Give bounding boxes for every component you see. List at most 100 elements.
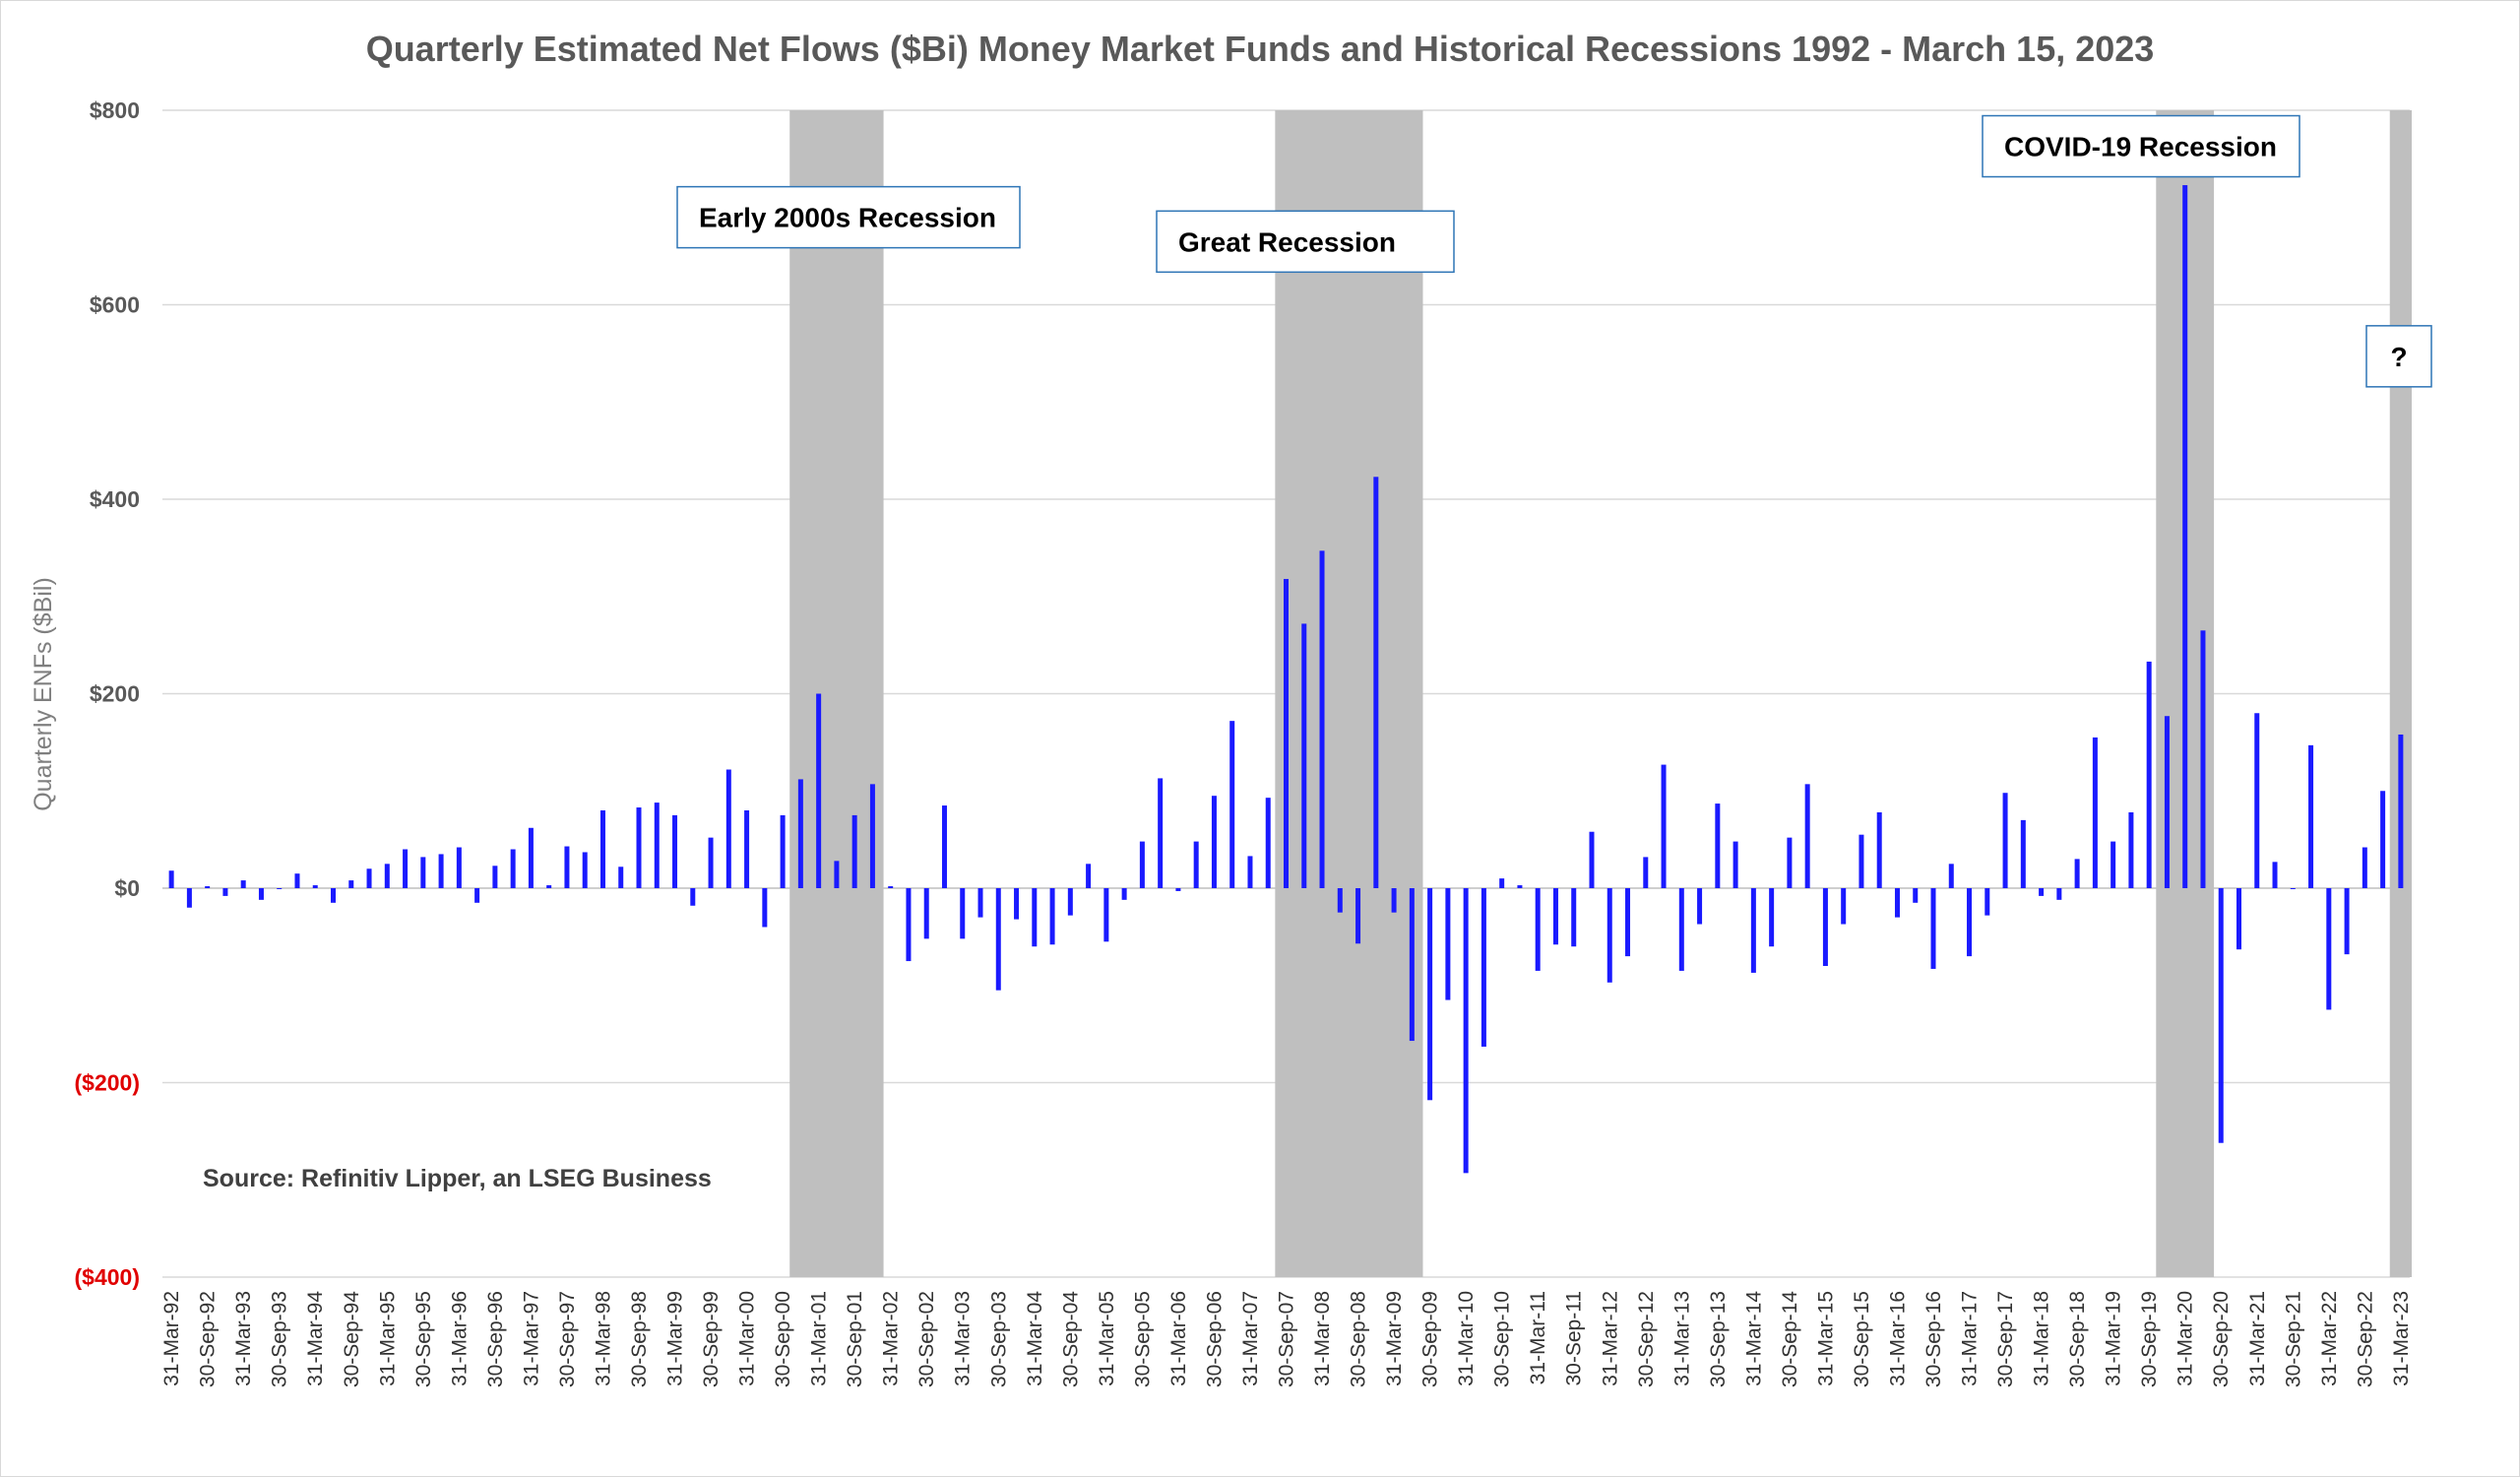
- x-tick-label: 30-Sep-94: [341, 1291, 363, 1387]
- annotations: Early 2000s Recession Great Recession COVI…: [676, 114, 2432, 388]
- bar-31-Dec-10: [1517, 885, 1523, 888]
- x-tick-label: 31-Mar-95: [376, 1291, 399, 1386]
- bar-31-Dec-11: [1589, 831, 1595, 888]
- bar-30-Sep-19: [2146, 661, 2152, 888]
- x-tick-label: 31-Mar-04: [1024, 1291, 1046, 1386]
- x-tick-label: 30-Sep-21: [2282, 1291, 2304, 1387]
- x-tick-label: 30-Sep-98: [628, 1291, 651, 1387]
- annotation-label: Early 2000s Recession: [699, 203, 996, 233]
- x-tick-label: 31-Mar-08: [1311, 1291, 1334, 1386]
- bar-31-Dec-03: [1014, 888, 1020, 920]
- bar-30-Jun-92: [186, 888, 192, 908]
- y-tick-label: ($400): [75, 1264, 140, 1290]
- bar-30-Jun-10: [1480, 888, 1486, 1047]
- bar-31-Dec-20: [2236, 888, 2241, 950]
- bar-30-Jun-19: [2128, 811, 2134, 888]
- bar-31-Mar-01: [816, 693, 822, 888]
- bar-31-Mar-19: [2110, 841, 2116, 888]
- annotation-box: Great Recession: [1156, 210, 1455, 274]
- bar-31-Dec-13: [1732, 841, 1738, 888]
- x-tick-label: 30-Sep-16: [1922, 1291, 1945, 1387]
- bar-31-Mar-92: [168, 870, 174, 888]
- x-tick-label: 31-Mar-05: [1096, 1291, 1118, 1386]
- bar-series: [168, 185, 2404, 1174]
- bar-30-Jun-94: [331, 888, 337, 903]
- bar-31-Dec-09: [1445, 888, 1451, 1000]
- bar-30-Jun-02: [906, 888, 912, 962]
- bar-31-Dec-15: [1876, 811, 1882, 888]
- y-tick-label: $800: [90, 97, 140, 123]
- x-tick-label: 31-Mar-03: [952, 1291, 975, 1386]
- y-tick-label: $400: [90, 486, 140, 512]
- bar-30-Jun-96: [474, 888, 480, 903]
- bar-30-Sep-08: [1355, 888, 1361, 944]
- x-tick-label: 30-Sep-07: [1276, 1291, 1298, 1387]
- recession-band: [789, 110, 884, 1277]
- bar-31-Mar-18: [2039, 888, 2045, 896]
- x-tick-label: 31-Mar-93: [232, 1291, 255, 1386]
- bar-30-Sep-98: [636, 807, 642, 888]
- x-tick-label: 31-Mar-17: [1959, 1291, 1982, 1386]
- x-tick-label: 30-Sep-00: [772, 1291, 794, 1387]
- x-tick-label: 30-Sep-11: [1563, 1291, 1586, 1386]
- recession-band: [1275, 110, 1423, 1277]
- x-tick-label: 31-Mar-97: [520, 1291, 542, 1386]
- bar-30-Sep-14: [1787, 837, 1793, 888]
- y-axis-ticks: $800 $600 $400 $200 $0 ($200) ($400): [75, 97, 140, 1290]
- x-tick-label: 31-Mar-16: [1886, 1291, 1909, 1386]
- x-tick-label: 30-Sep-10: [1491, 1291, 1514, 1387]
- x-tick-label: 31-Mar-98: [592, 1291, 614, 1386]
- x-tick-label: 31-Mar-13: [1670, 1291, 1693, 1386]
- bar-31-Dec-17: [2020, 819, 2026, 888]
- x-tick-label: 31-Mar-21: [2246, 1291, 2269, 1386]
- x-tick-label: 31-Mar-00: [736, 1291, 759, 1386]
- x-tick-label: 30-Sep-20: [2210, 1291, 2233, 1387]
- bar-31-Dec-05: [1158, 778, 1164, 888]
- bar-31-Mar-95: [384, 864, 390, 888]
- x-tick-label: 31-Mar-07: [1239, 1291, 1262, 1386]
- bar-30-Jun-16: [1913, 888, 1919, 903]
- bar-31-Mar-93: [240, 880, 246, 888]
- x-tick-label: 31-Mar-23: [2390, 1291, 2413, 1386]
- bar-31-Dec-94: [366, 868, 372, 888]
- y-tick-label: $600: [90, 292, 140, 318]
- bar-31-Dec-01: [869, 784, 875, 888]
- bar-31-Dec-96: [510, 849, 516, 888]
- bar-31-Mar-21: [2254, 713, 2260, 888]
- annotation-box: Early 2000s Recession: [676, 185, 1021, 249]
- bar-31-Mar-20: [2182, 185, 2188, 889]
- x-tick-label: 30-Sep-13: [1707, 1291, 1730, 1387]
- x-tick-label: 31-Mar-09: [1383, 1291, 1406, 1386]
- annotation-label: ?: [2390, 342, 2407, 372]
- bar-31-Dec-12: [1661, 764, 1667, 888]
- bar-30-Jun-09: [1409, 888, 1415, 1042]
- bar-30-Sep-03: [995, 888, 1001, 991]
- bar-30-Jun-03: [977, 888, 983, 918]
- bar-31-Mar-07: [1247, 856, 1253, 888]
- bar-30-Sep-97: [564, 846, 570, 888]
- x-tick-label: 30-Sep-22: [2354, 1291, 2376, 1387]
- bar-30-Sep-96: [492, 866, 498, 888]
- x-tick-label: 30-Sep-03: [987, 1291, 1010, 1387]
- x-tick-label: 31-Mar-20: [2174, 1291, 2197, 1386]
- bar-30-Sep-92: [205, 886, 211, 888]
- bar-31-Mar-00: [744, 810, 750, 888]
- bar-31-Mar-13: [1678, 888, 1684, 971]
- recession-bands: [789, 110, 2412, 1277]
- bar-31-Dec-95: [438, 854, 444, 888]
- x-tick-label: 31-Mar-12: [1599, 1291, 1621, 1386]
- annotation-box: ?: [2365, 325, 2432, 388]
- recession-band: [2389, 110, 2412, 1277]
- bar-30-Jun-06: [1193, 841, 1199, 888]
- bar-31-Dec-93: [294, 873, 300, 888]
- x-tick-label: 30-Sep-14: [1779, 1291, 1801, 1387]
- bar-31-Mar-06: [1175, 888, 1181, 891]
- x-tick-label: 31-Mar-02: [880, 1291, 903, 1386]
- bar-30-Sep-20: [2218, 888, 2224, 1143]
- bar-31-Mar-12: [1606, 888, 1612, 983]
- x-tick-label: 30-Sep-95: [412, 1291, 435, 1387]
- x-tick-label: 31-Mar-10: [1455, 1291, 1478, 1386]
- bar-30-Sep-21: [2290, 888, 2296, 889]
- x-tick-label: 30-Sep-12: [1635, 1291, 1658, 1387]
